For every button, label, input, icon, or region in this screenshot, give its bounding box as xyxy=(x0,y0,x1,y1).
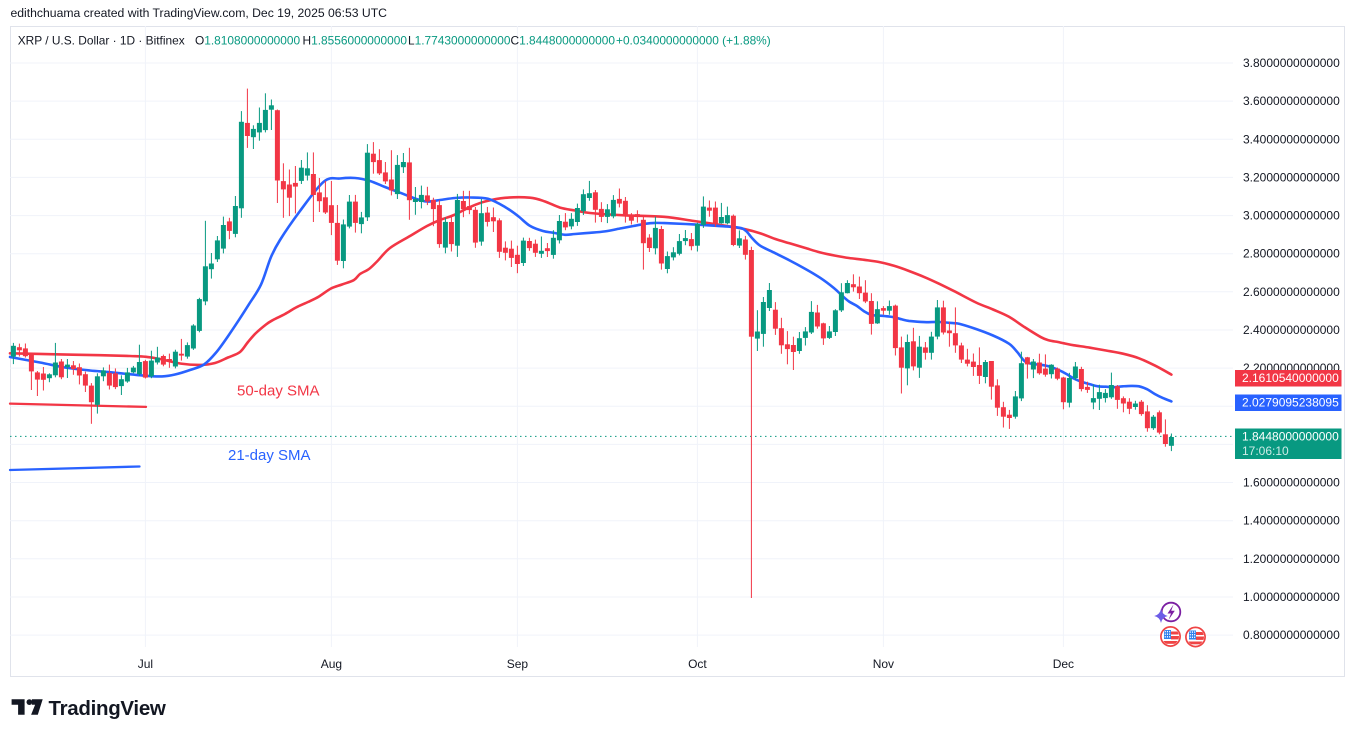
svg-text:H1.8556000000000: H1.8556000000000 xyxy=(303,34,408,48)
svg-text:+0.0340000000000 (+1.88%): +0.0340000000000 (+1.88%) xyxy=(616,34,771,48)
svg-text:1.6000000000000: 1.6000000000000 xyxy=(1243,476,1340,490)
svg-text:2.0279095238095: 2.0279095238095 xyxy=(1242,396,1339,410)
svg-text:1.8448000000000: 1.8448000000000 xyxy=(1242,430,1339,444)
svg-text:0.8000000000000: 0.8000000000000 xyxy=(1243,628,1340,642)
svg-text:C1.8448000000000: C1.8448000000000 xyxy=(511,34,616,48)
svg-text:3.8000000000000: 3.8000000000000 xyxy=(1243,56,1340,70)
svg-text:XRP / U.S. Dollar · 1D · Bitfi: XRP / U.S. Dollar · 1D · Bitfinex xyxy=(18,34,185,48)
svg-text:3.0000000000000: 3.0000000000000 xyxy=(1243,209,1340,223)
svg-text:Jul: Jul xyxy=(138,657,153,671)
svg-text:17:06:10: 17:06:10 xyxy=(1242,444,1289,458)
svg-text:Aug: Aug xyxy=(321,657,342,671)
svg-text:2.6000000000000: 2.6000000000000 xyxy=(1243,285,1340,299)
svg-text:TradingView: TradingView xyxy=(49,697,166,720)
svg-text:3.2000000000000: 3.2000000000000 xyxy=(1243,170,1340,184)
svg-text:Sep: Sep xyxy=(507,657,529,671)
svg-text:2.1610540000000: 2.1610540000000 xyxy=(1242,371,1339,385)
svg-text:1.2000000000000: 1.2000000000000 xyxy=(1243,552,1340,566)
svg-text:50-day SMA: 50-day SMA xyxy=(237,383,320,400)
svg-text:3.4000000000000: 3.4000000000000 xyxy=(1243,132,1340,146)
svg-text:3.6000000000000: 3.6000000000000 xyxy=(1243,94,1340,108)
svg-text:1.4000000000000: 1.4000000000000 xyxy=(1243,514,1340,528)
svg-text:Dec: Dec xyxy=(1053,657,1074,671)
svg-text:21-day SMA: 21-day SMA xyxy=(228,447,311,464)
svg-text:Nov: Nov xyxy=(873,657,894,671)
svg-text:Oct: Oct xyxy=(688,657,707,671)
svg-text:L1.7743000000000: L1.7743000000000 xyxy=(408,34,511,48)
svg-text:2.8000000000000: 2.8000000000000 xyxy=(1243,247,1340,261)
svg-text:2.4000000000000: 2.4000000000000 xyxy=(1243,323,1340,337)
svg-text:O1.8108000000000: O1.8108000000000 xyxy=(195,34,301,48)
svg-text:1.0000000000000: 1.0000000000000 xyxy=(1243,590,1340,604)
